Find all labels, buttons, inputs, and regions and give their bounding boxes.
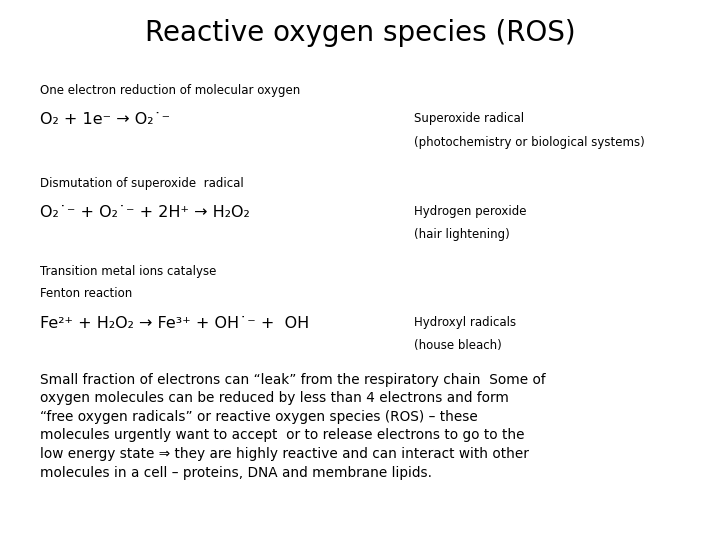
Text: Reactive oxygen species (ROS): Reactive oxygen species (ROS) (145, 19, 575, 47)
Text: (hair lightening): (hair lightening) (414, 228, 510, 241)
Text: Superoxide radical: Superoxide radical (414, 112, 524, 125)
Text: One electron reduction of molecular oxygen: One electron reduction of molecular oxyg… (40, 84, 300, 97)
Text: Dismutation of superoxide  radical: Dismutation of superoxide radical (40, 177, 243, 190)
Text: O₂ + 1e⁻ → O₂˙⁻: O₂ + 1e⁻ → O₂˙⁻ (40, 112, 170, 127)
Text: Transition metal ions catalyse: Transition metal ions catalyse (40, 265, 216, 278)
Text: (photochemistry or biological systems): (photochemistry or biological systems) (414, 136, 644, 149)
Text: Small fraction of electrons can “leak” from the respiratory chain  Some of
oxyge: Small fraction of electrons can “leak” f… (40, 373, 545, 480)
Text: Hydroxyl radicals: Hydroxyl radicals (414, 316, 516, 329)
Text: O₂˙⁻ + O₂˙⁻ + 2H⁺ → H₂O₂: O₂˙⁻ + O₂˙⁻ + 2H⁺ → H₂O₂ (40, 205, 249, 220)
Text: Hydrogen peroxide: Hydrogen peroxide (414, 205, 526, 218)
Text: Fenton reaction: Fenton reaction (40, 287, 132, 300)
Text: (house bleach): (house bleach) (414, 339, 502, 352)
Text: Fe²⁺ + H₂O₂ → Fe³⁺ + OH˙⁻ +  OH: Fe²⁺ + H₂O₂ → Fe³⁺ + OH˙⁻ + OH (40, 316, 309, 331)
